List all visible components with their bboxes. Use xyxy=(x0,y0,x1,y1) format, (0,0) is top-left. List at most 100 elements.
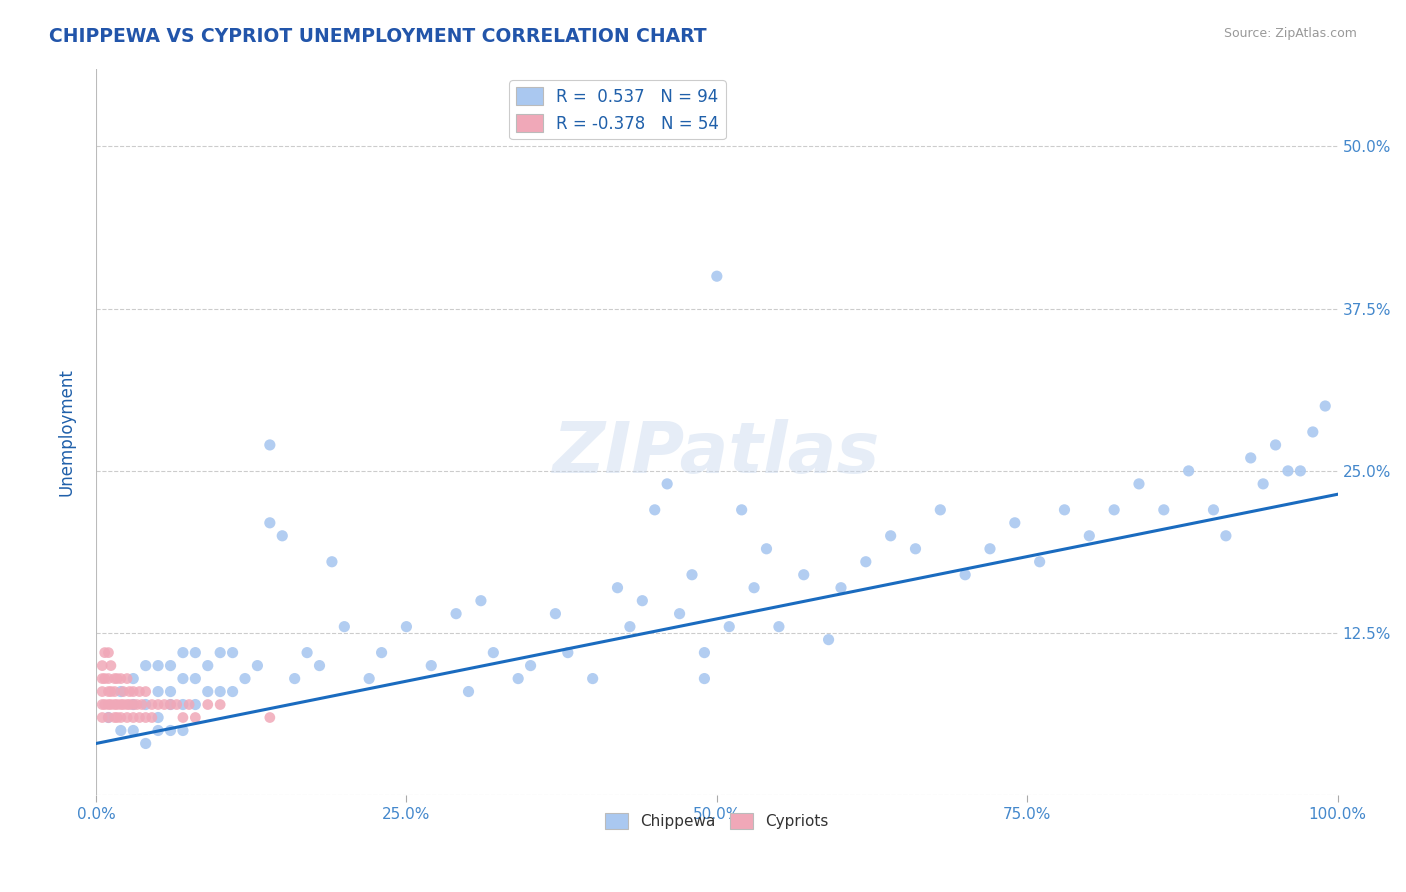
Point xyxy=(644,503,666,517)
Point xyxy=(146,723,169,738)
Point xyxy=(1153,503,1175,517)
Text: CHIPPEWA VS CYPRIOT UNEMPLOYMENT CORRELATION CHART: CHIPPEWA VS CYPRIOT UNEMPLOYMENT CORRELA… xyxy=(49,27,707,45)
Point xyxy=(444,607,467,621)
Point xyxy=(131,698,153,712)
Text: Source: ZipAtlas.com: Source: ZipAtlas.com xyxy=(1223,27,1357,40)
Point xyxy=(1053,503,1076,517)
Point xyxy=(246,658,269,673)
Point xyxy=(755,541,778,556)
Point xyxy=(295,646,318,660)
Point xyxy=(100,658,122,673)
Point xyxy=(333,620,356,634)
Point xyxy=(209,684,232,698)
Point xyxy=(159,684,181,698)
Point xyxy=(557,646,579,660)
Point xyxy=(112,684,135,698)
Point xyxy=(1289,464,1312,478)
Point xyxy=(1102,503,1125,517)
Point xyxy=(817,632,839,647)
Point xyxy=(271,529,294,543)
Y-axis label: Unemployment: Unemployment xyxy=(58,368,75,496)
Text: ZIPatlas: ZIPatlas xyxy=(553,419,880,488)
Point xyxy=(97,710,120,724)
Point xyxy=(104,698,127,712)
Point xyxy=(105,672,128,686)
Point xyxy=(100,684,122,698)
Point xyxy=(259,438,281,452)
Point xyxy=(1202,503,1225,517)
Point xyxy=(904,541,927,556)
Point xyxy=(197,658,219,673)
Point xyxy=(693,672,716,686)
Point xyxy=(1028,555,1050,569)
Point xyxy=(91,658,114,673)
Point xyxy=(110,710,132,724)
Point xyxy=(110,723,132,738)
Point xyxy=(172,672,194,686)
Point xyxy=(718,620,741,634)
Point xyxy=(159,658,181,673)
Point xyxy=(308,658,330,673)
Point xyxy=(197,698,219,712)
Point xyxy=(141,698,163,712)
Point xyxy=(1315,399,1337,413)
Point xyxy=(979,541,1001,556)
Point xyxy=(91,698,114,712)
Point xyxy=(128,684,150,698)
Point xyxy=(519,658,541,673)
Point xyxy=(420,658,443,673)
Point xyxy=(1004,516,1026,530)
Point xyxy=(1277,464,1299,478)
Point xyxy=(1264,438,1286,452)
Point xyxy=(97,710,120,724)
Point xyxy=(135,736,157,750)
Point xyxy=(359,672,381,686)
Point xyxy=(97,672,120,686)
Point xyxy=(97,684,120,698)
Point xyxy=(141,710,163,724)
Point xyxy=(321,555,343,569)
Point xyxy=(93,672,115,686)
Point xyxy=(457,684,479,698)
Point xyxy=(1251,476,1274,491)
Point xyxy=(159,723,181,738)
Point xyxy=(97,646,120,660)
Point xyxy=(104,710,127,724)
Point xyxy=(582,672,605,686)
Point xyxy=(1078,529,1101,543)
Point xyxy=(508,672,530,686)
Point xyxy=(657,476,679,491)
Point xyxy=(104,672,127,686)
Point xyxy=(159,698,181,712)
Point xyxy=(122,698,145,712)
Point xyxy=(619,620,641,634)
Point xyxy=(209,698,232,712)
Point xyxy=(179,698,201,712)
Point xyxy=(1302,425,1324,439)
Point xyxy=(128,710,150,724)
Point xyxy=(146,658,169,673)
Point xyxy=(184,698,207,712)
Point xyxy=(768,620,790,634)
Point xyxy=(97,698,120,712)
Point xyxy=(544,607,567,621)
Point xyxy=(184,672,207,686)
Point xyxy=(146,684,169,698)
Point xyxy=(118,698,141,712)
Point xyxy=(233,672,256,686)
Point xyxy=(110,684,132,698)
Point xyxy=(135,658,157,673)
Point xyxy=(172,723,194,738)
Point xyxy=(482,646,505,660)
Point xyxy=(122,710,145,724)
Point xyxy=(284,672,307,686)
Point xyxy=(122,723,145,738)
Point xyxy=(115,698,138,712)
Legend: Chippewa, Cypriots: Chippewa, Cypriots xyxy=(599,806,835,835)
Point xyxy=(110,672,132,686)
Point xyxy=(122,698,145,712)
Point xyxy=(1240,450,1263,465)
Point xyxy=(153,698,176,712)
Point xyxy=(135,684,157,698)
Point xyxy=(100,698,122,712)
